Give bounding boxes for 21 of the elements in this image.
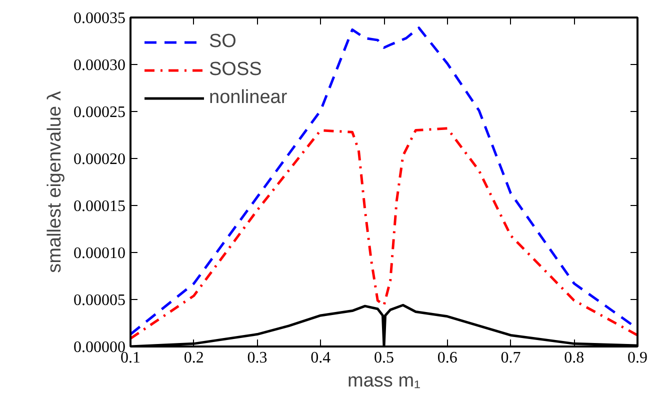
x-tick-label: 0.8 — [564, 350, 584, 366]
x-axis-title: mass m₁ — [348, 370, 420, 392]
legend-label: nonlinear — [209, 87, 288, 109]
y-tick-label: 0.00020 — [74, 151, 126, 168]
x-tick-label: 0.5 — [374, 350, 394, 366]
x-tick-label: 0.2 — [184, 350, 204, 366]
y-tick-label: 0.00030 — [74, 57, 126, 74]
y-axis-title: smallest eigenvalue λ — [44, 90, 66, 273]
legend-label: SOSS — [209, 59, 262, 81]
x-tick-label: 0.9 — [628, 350, 648, 366]
x-tick-label: 0.6 — [437, 350, 458, 366]
x-tick-label: 0.4 — [310, 350, 331, 366]
y-tick-label: 0.00035 — [74, 10, 126, 27]
x-tick-label: 0.7 — [500, 350, 521, 366]
y-tick-label: 0.00015 — [74, 198, 126, 215]
y-tick-label: 0.00025 — [74, 104, 126, 121]
y-tick-label: 0.00010 — [74, 245, 126, 262]
line-series — [130, 127, 638, 340]
y-tick-label: 0.00005 — [74, 292, 126, 309]
x-tick-label: 0.3 — [247, 350, 268, 366]
legend-label: SO — [209, 31, 236, 53]
